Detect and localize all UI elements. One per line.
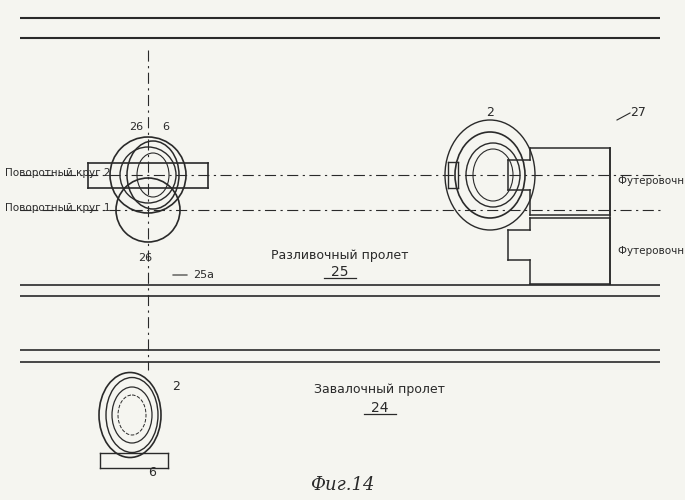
Text: Завалочный пролет: Завалочный пролет: [314, 384, 445, 396]
Text: Поворотный круг 1: Поворотный круг 1: [5, 203, 110, 213]
Text: Футеровочный стенд 2: Футеровочный стенд 2: [618, 246, 685, 256]
Text: Фиг.14: Фиг.14: [310, 476, 375, 494]
Text: 6: 6: [162, 122, 169, 132]
Text: 25: 25: [332, 265, 349, 279]
Text: 6: 6: [148, 466, 156, 479]
Text: Футеровочный стенд 2: Футеровочный стенд 2: [618, 176, 685, 186]
Text: 26: 26: [129, 122, 143, 132]
Text: 2: 2: [486, 106, 494, 120]
Text: 27: 27: [630, 106, 646, 120]
Text: Поворотный круг 2: Поворотный круг 2: [5, 168, 110, 178]
Text: 26: 26: [138, 253, 152, 263]
Text: 24: 24: [371, 401, 389, 415]
Text: 25а: 25а: [193, 270, 214, 280]
Text: Разливочный пролет: Разливочный пролет: [271, 248, 409, 262]
Text: 2: 2: [172, 380, 180, 394]
